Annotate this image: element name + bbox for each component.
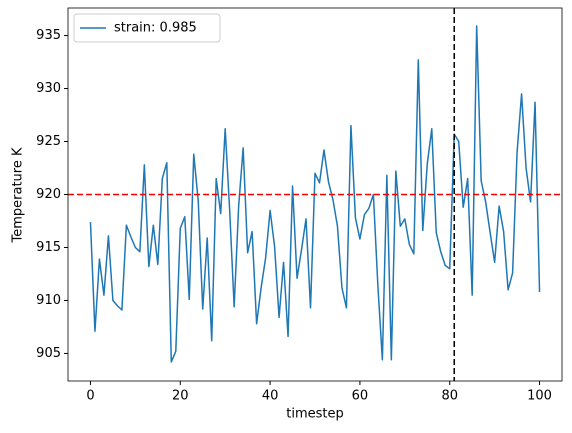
- plot-frame: [67, 7, 563, 382]
- y-tick-label: 935: [36, 28, 61, 43]
- y-tick-label: 920: [36, 187, 61, 202]
- x-tick-label: 40: [262, 389, 279, 404]
- y-tick-label: 905: [36, 346, 61, 361]
- x-tick-label: 60: [352, 389, 369, 404]
- x-tick-label: 80: [441, 389, 458, 404]
- y-tick-label: 910: [36, 293, 61, 308]
- y-tick-label: 930: [36, 81, 61, 96]
- legend-box: [73, 13, 221, 43]
- y-tick-label: 925: [36, 134, 61, 149]
- y-axis-label: Temperature K: [11, 147, 26, 243]
- y-tick-label: 915: [36, 240, 61, 255]
- x-tick-label: 20: [172, 389, 189, 404]
- x-axis-label: timestep: [286, 407, 344, 422]
- data-line: [89, 25, 541, 363]
- x-tick-label: 0: [86, 389, 94, 404]
- x-tick-label: 100: [527, 389, 552, 404]
- legend-label: strain: 0.985: [114, 21, 197, 36]
